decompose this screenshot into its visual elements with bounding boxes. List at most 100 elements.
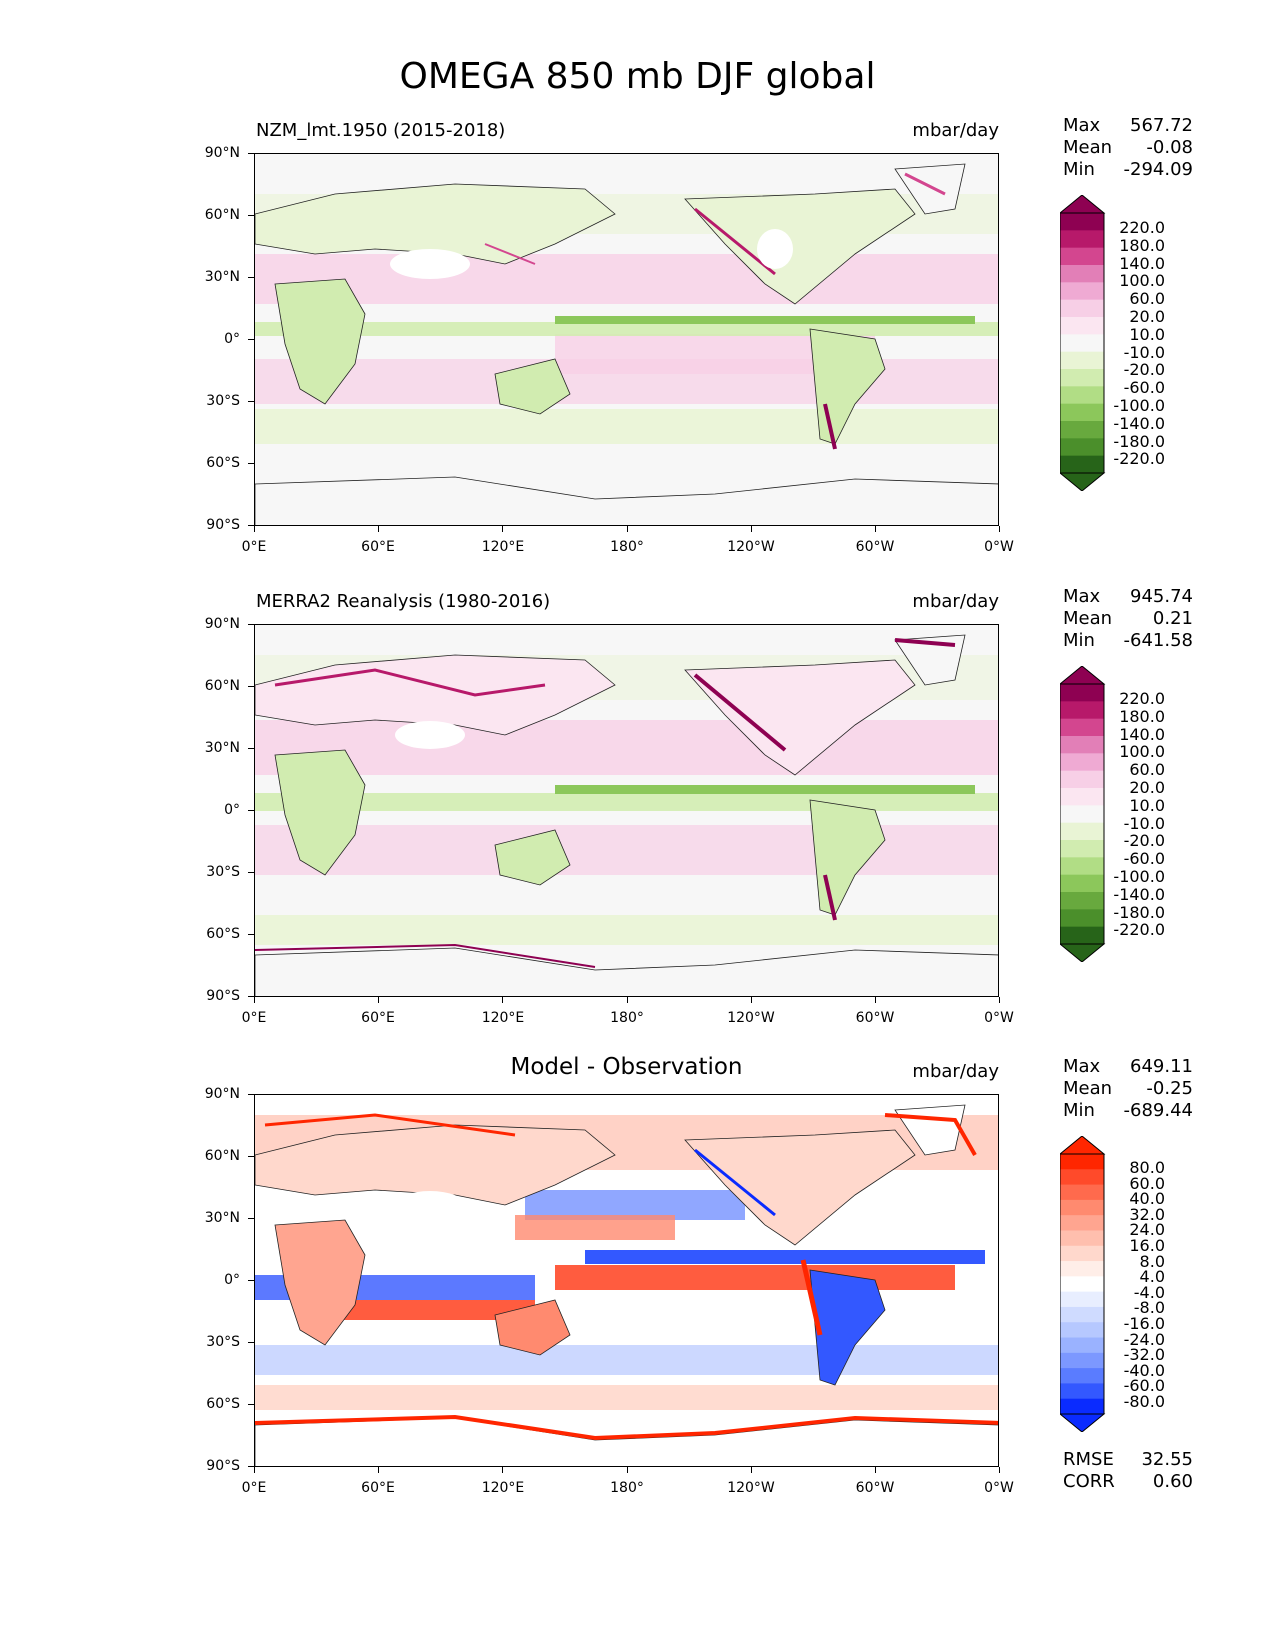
lat-tick-mark [248, 525, 254, 526]
colorbar-label: 10.0 [1129, 795, 1165, 815]
lon-tick-mark [254, 526, 255, 532]
stat-mean: -0.08 [1146, 137, 1193, 158]
map-difference-field [255, 1095, 998, 1466]
colorbar-segment [1060, 247, 1104, 266]
colorbar-label: -60.0 [1123, 1376, 1165, 1396]
lon-tick-mark [626, 526, 628, 532]
lon-tick-label: 120°W [727, 539, 775, 555]
lon-tick-label: 0°W [984, 1480, 1014, 1496]
colorbar-label: -220.0 [1113, 920, 1165, 940]
lat-tick-label: 60°N [204, 678, 240, 694]
lat-tick-label: 30°S [206, 393, 240, 409]
lon-tick-mark [254, 997, 255, 1003]
colorbar-label: -24.0 [1123, 1329, 1165, 1349]
lon-tick-label: 180° [610, 1480, 644, 1496]
lon-tick-label: 60°W [855, 539, 895, 555]
colorbar-segment [1060, 1230, 1104, 1247]
lat-tick-mark [248, 934, 254, 935]
colorbar-segment [1060, 857, 1104, 876]
lat-tick-mark [248, 1218, 254, 1219]
colorbar-segment [1060, 230, 1104, 249]
colorbar-segment [1060, 213, 1104, 231]
antarctica-land [255, 476, 998, 525]
panel-title: NZM_lmt.1950 (2015-2018) [256, 120, 506, 141]
colorbar-segment [1060, 909, 1104, 928]
colorbar-segment [1060, 403, 1104, 422]
error-metrics: RMSE 32.55 CORR 0.60 [1063, 1449, 1193, 1493]
map-model-field [255, 154, 998, 525]
colorbar-label: 140.0 [1119, 253, 1165, 273]
colorbar-segment [1060, 1322, 1104, 1339]
colorbar-label: 60.0 [1129, 289, 1165, 309]
australia-land [494, 1299, 571, 1356]
colorbar-segment [1060, 1199, 1104, 1216]
colorbar-segment [1060, 317, 1104, 335]
colorbar-segment [1060, 351, 1104, 370]
stat-mean-label: Mean [1063, 137, 1113, 158]
lon-tick-label: 0°W [984, 539, 1014, 555]
lon-tick-label: 120°E [481, 539, 525, 555]
panel-units: mbar/day [912, 1061, 999, 1082]
lon-tick-label: 60°W [855, 1010, 895, 1026]
lat-tick-label: 90°S [206, 1458, 240, 1474]
colorbar-label: -60.0 [1123, 849, 1165, 869]
colorbar-segment [1060, 701, 1104, 720]
lat-tick-mark [248, 1342, 254, 1343]
lon-tick-mark [378, 526, 380, 532]
lat-tick-label: 30°N [204, 269, 240, 285]
colorbar-segment [1060, 822, 1104, 841]
lat-tick-label: 30°N [204, 1210, 240, 1226]
eurasia-land [255, 1124, 616, 1206]
lat-tick-label: 90°N [204, 145, 240, 161]
lon-tick-mark [502, 526, 504, 532]
colorbar-segment [1060, 1291, 1104, 1308]
lon-tick-label: 0°E [241, 539, 267, 555]
lon-tick-mark [750, 526, 752, 532]
greenland-land [894, 634, 966, 686]
map-difference [254, 1094, 999, 1467]
lon-tick-mark [875, 997, 876, 1003]
lon-tick-label: 0°E [241, 1010, 267, 1026]
lat-tick-label: 60°N [204, 207, 240, 223]
colorbar-label: -60.0 [1123, 378, 1165, 398]
lon-tick-label: 180° [610, 1010, 644, 1026]
colorbar-label: 100.0 [1119, 271, 1165, 291]
stat-max-label: Max [1063, 586, 1101, 607]
lon-tick-label: 0°E [241, 1480, 267, 1496]
colorbar-label: -220.0 [1113, 449, 1165, 469]
lat-tick-mark [248, 215, 254, 216]
map-observation [254, 624, 999, 997]
page-title: OMEGA 850 mb DJF global [399, 56, 876, 97]
colorbar-segment [1060, 1398, 1104, 1415]
lon-tick-mark [502, 997, 504, 1003]
rmse-label: RMSE [1063, 1449, 1114, 1470]
stat-max: 945.74 [1130, 586, 1193, 607]
colorbar-segment [1060, 1306, 1104, 1323]
lon-tick-label: 120°E [481, 1480, 525, 1496]
colorbar-segment [1060, 1169, 1104, 1186]
map-observation-field [255, 625, 998, 996]
colorbar-label: 60.0 [1129, 760, 1165, 780]
colorbar-label: 180.0 [1119, 706, 1165, 726]
lon-tick-label: 120°W [727, 1480, 775, 1496]
panel-units: mbar/day [912, 591, 999, 612]
lat-tick-mark [248, 1094, 254, 1095]
colorbar-segment [1060, 718, 1104, 737]
stat-min: -689.44 [1123, 1100, 1193, 1121]
colorbar-segment [1060, 788, 1104, 806]
colorbar-segment [1060, 1184, 1104, 1201]
lon-tick-label: 60°E [361, 539, 395, 555]
lon-tick-mark [378, 997, 380, 1003]
colorbar-segment [1060, 770, 1104, 789]
colorbar-label: -8.0 [1133, 1298, 1165, 1318]
colorbar-piyg [1060, 666, 1106, 962]
colorbar-segment [1060, 684, 1104, 702]
colorbar-label: 60.0 [1129, 1173, 1165, 1193]
lat-tick-label: 30°N [204, 740, 240, 756]
lon-tick-mark [626, 997, 628, 1003]
lon-tick-mark [999, 997, 1001, 1003]
panel-difference: Model - Observation mbar/day [0, 1054, 1275, 1544]
colorbar-labels: 80.0 60.0 40.0 32.0 24.0 16.0 8.0 4.0 -4… [1107, 1160, 1165, 1410]
colorbar-labels: 220.0 180.0 140.0 100.0 60.0 20.0 10.0 -… [1107, 219, 1165, 468]
lat-tick-mark [248, 339, 254, 340]
